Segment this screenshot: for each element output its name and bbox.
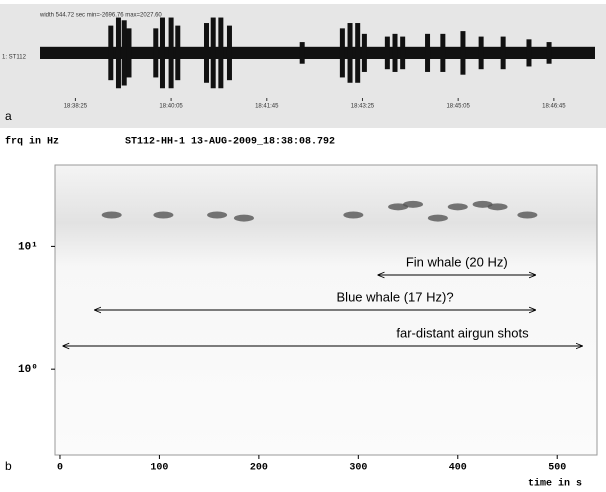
call	[101, 211, 122, 219]
burst	[355, 23, 361, 83]
burst	[299, 42, 305, 64]
burst	[478, 36, 484, 70]
burst	[108, 25, 114, 81]
burst	[159, 17, 165, 89]
call	[153, 211, 174, 219]
burst	[546, 42, 552, 64]
x-tick-label: 0	[57, 463, 63, 474]
call	[233, 214, 254, 222]
burst	[121, 20, 127, 86]
panel-label: a	[5, 109, 12, 123]
burst	[347, 23, 353, 83]
burst	[361, 33, 367, 72]
x-tick-label: 18:41:45	[255, 104, 279, 110]
call	[487, 203, 508, 211]
burst	[175, 25, 181, 81]
call	[472, 200, 493, 208]
burst	[218, 17, 224, 89]
call	[388, 203, 409, 211]
burst	[526, 39, 532, 67]
call	[517, 211, 538, 219]
panel-a-background	[0, 4, 606, 128]
x-tick-label: 18:45:05	[446, 104, 470, 110]
burst	[500, 36, 506, 70]
x-tick-label: 100	[150, 463, 168, 474]
burst	[226, 25, 232, 81]
panel-label: b	[5, 459, 12, 473]
burst	[339, 28, 345, 78]
y-tick-label: 10¹	[18, 241, 38, 253]
annotation: Fin whale (20 Hz)	[406, 254, 508, 269]
burst	[460, 31, 466, 75]
x-axis-label: time in s	[528, 478, 582, 490]
x-tick-label: 200	[250, 463, 268, 474]
burst	[168, 17, 174, 89]
call	[207, 211, 228, 219]
call	[447, 203, 468, 211]
x-tick-label: 400	[449, 463, 467, 474]
burst	[153, 28, 159, 78]
chart-title: ST112-HH-1 13-AUG-2009_18:38:08.792	[125, 137, 335, 148]
y-axis-label: frq in Hz	[5, 136, 59, 148]
burst	[425, 33, 431, 72]
y-tick-label: 10⁰	[18, 364, 38, 376]
x-tick-label: 500	[548, 463, 566, 474]
burst	[440, 33, 446, 72]
burst	[204, 23, 209, 83]
burst	[384, 36, 390, 70]
burst	[115, 17, 121, 89]
burst	[126, 28, 132, 78]
call	[343, 211, 364, 219]
x-tick-label: 18:43:25	[351, 104, 375, 110]
annotation: far-distant airgun shots	[396, 325, 529, 340]
call	[403, 200, 424, 208]
panel-a-header: width 544.72 sec min=-2696.76 max=2027.6…	[39, 13, 162, 19]
annotation: Blue whale (17 Hz)?	[337, 289, 454, 304]
x-tick-label: 300	[349, 463, 367, 474]
call	[427, 214, 448, 222]
burst	[400, 36, 406, 70]
x-tick-label: 18:38:25	[64, 104, 88, 110]
trace-label: 1: ST112	[2, 55, 27, 61]
burst	[392, 33, 398, 72]
x-tick-label: 18:46:45	[542, 104, 566, 110]
x-tick-label: 18:40:05	[159, 104, 183, 110]
burst	[210, 17, 216, 89]
